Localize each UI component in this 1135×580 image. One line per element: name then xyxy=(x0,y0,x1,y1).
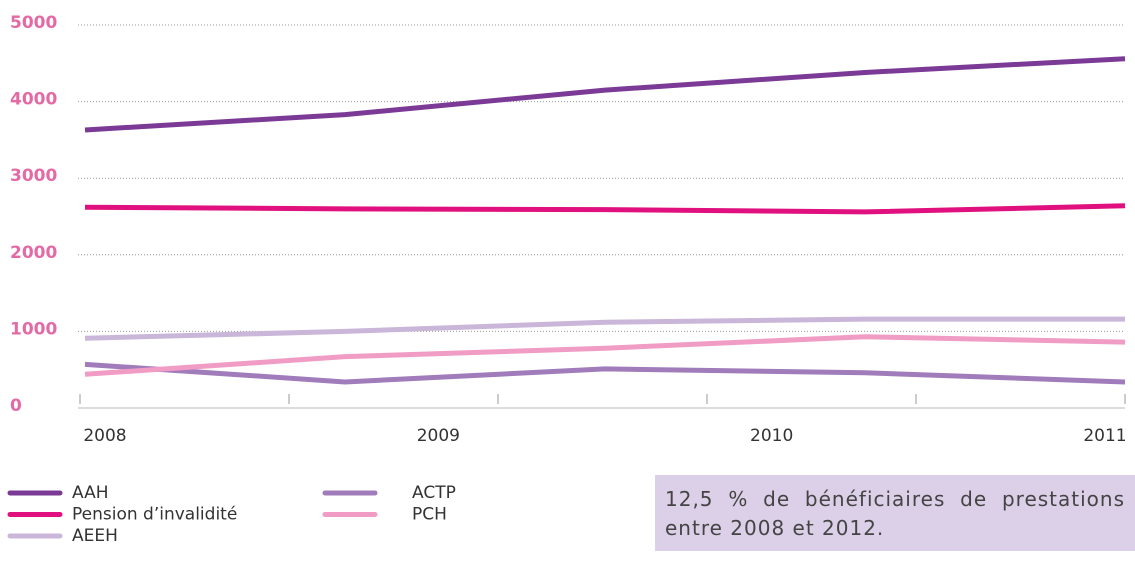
series-line xyxy=(84,334,1126,377)
y-tick-label: 3000 xyxy=(10,166,57,186)
legend-label: PCH xyxy=(412,505,447,525)
series-line xyxy=(84,56,1126,133)
x-tick-label: 2009 xyxy=(417,426,460,446)
legend-label: AEEH xyxy=(72,526,118,546)
y-tick-label: 1000 xyxy=(10,319,57,339)
y-tick-label: 0 xyxy=(10,396,22,416)
y-tick-label: 4000 xyxy=(10,90,57,110)
legend-label: Pension d’invalidité xyxy=(72,505,237,525)
y-tick-label: 2000 xyxy=(10,243,57,263)
note-box: 12,5 % de bénéficiaires de prestations e… xyxy=(655,475,1135,551)
x-tick-label: 2010 xyxy=(750,426,793,446)
x-tick-label: 2011 xyxy=(1083,426,1126,446)
legend-label: ACTP xyxy=(412,483,456,503)
series-line xyxy=(84,203,1126,215)
series-line xyxy=(84,361,1126,385)
y-tick-label: 5000 xyxy=(10,13,57,33)
legend-label: AAH xyxy=(72,483,109,503)
x-tick-label: 2008 xyxy=(83,426,126,446)
series-line xyxy=(84,316,1125,341)
